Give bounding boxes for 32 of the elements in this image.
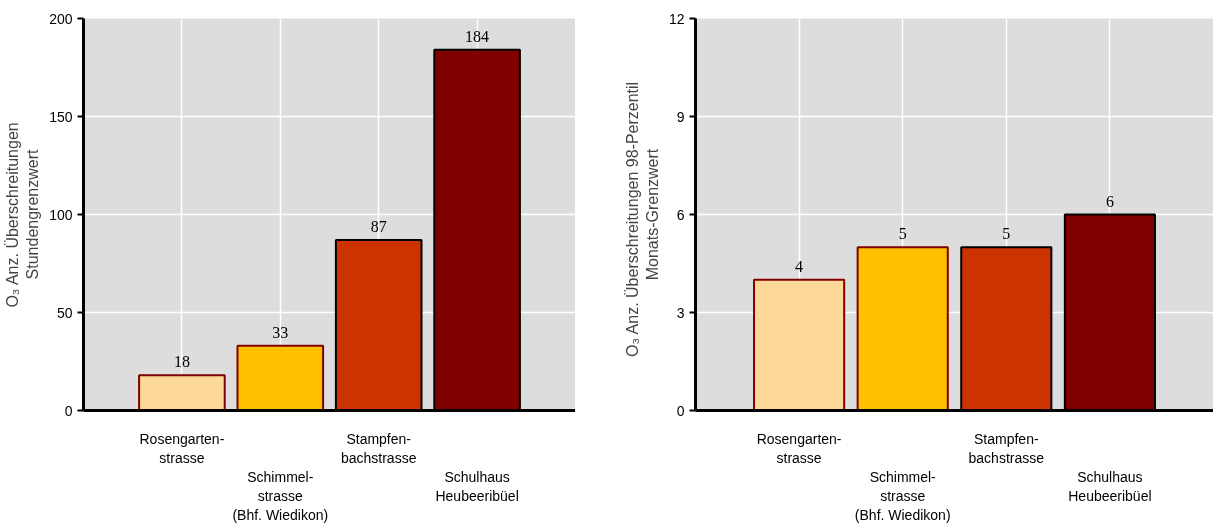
x-tick-label: Schimmel- strasse (Bhf. Wiedikon) — [232, 468, 329, 524]
x-tick-label: Schulhaus Heubeeribüel — [435, 468, 519, 505]
y-axis-title: O₃ Anz. Überschreitungen Stundengrenzwert — [3, 122, 42, 308]
y-tick-label: 150 — [49, 108, 73, 125]
data-label: 18 — [173, 353, 190, 371]
data-label: 184 — [465, 27, 490, 45]
y-tick-label: 12 — [668, 10, 685, 27]
bar — [138, 374, 226, 411]
x-tick-label: Stampfen- bachstrasse — [340, 430, 417, 466]
y-axis-title: O₃ Anz. Überschreitungen 98-Perzentil Monats-Grenzwert — [623, 81, 661, 357]
data-label: 87 — [370, 217, 387, 235]
y-tick-label: 200 — [49, 10, 73, 27]
bar — [236, 344, 325, 411]
x-tick-label: Rosengarten- strasse — [756, 430, 842, 466]
bar — [753, 278, 846, 411]
x-tick-label: Rosengarten- strasse — [139, 430, 225, 466]
y-tick-label: 100 — [49, 206, 73, 223]
data-label: 5 — [898, 225, 907, 243]
x-tick-label: Schulhaus Heubeeribüel — [1068, 468, 1152, 505]
data-label: 5 — [1002, 225, 1011, 243]
bar — [856, 246, 949, 411]
x-tick-label: Schimmel- strasse (Bhf. Wiedikon) — [854, 468, 951, 524]
y-tick-label: 3 — [676, 304, 685, 321]
data-label: 33 — [272, 323, 289, 341]
data-label: 6 — [1105, 192, 1114, 210]
y-tick-label: 9 — [676, 108, 685, 125]
y-tick-label: 0 — [676, 402, 685, 419]
x-tick-label: Stampfen- bachstrasse — [968, 430, 1045, 466]
y-tick-label: 0 — [64, 402, 73, 419]
y-tick-label: 50 — [56, 304, 73, 321]
y-tick-label: 6 — [676, 206, 685, 223]
data-label: 4 — [795, 257, 804, 275]
